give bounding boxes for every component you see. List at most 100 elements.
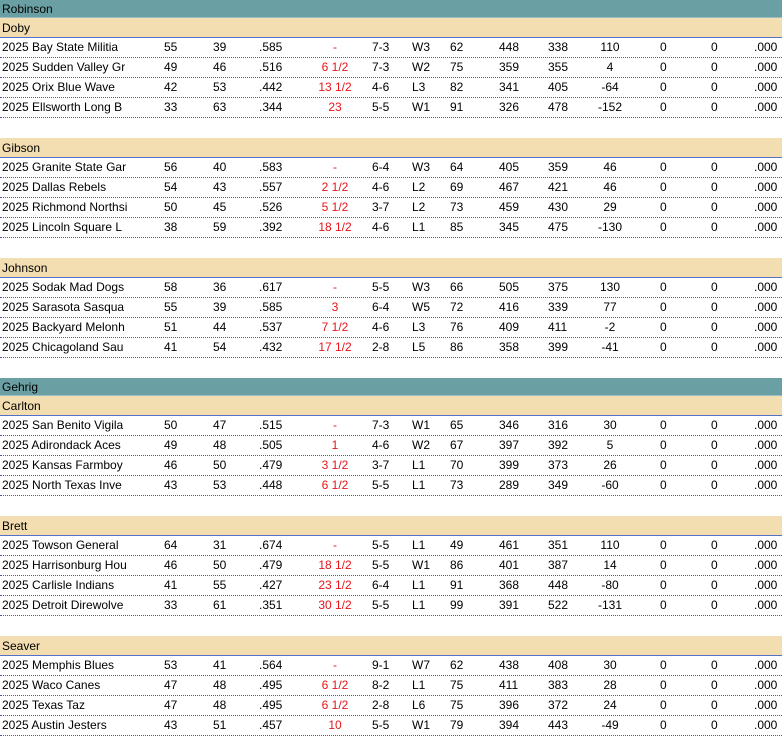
team-name: 2025 Sodak Mad Dogs [2,280,125,294]
stat-col-3: .000 [754,40,778,54]
win-pct: .457 [259,718,283,732]
wins: 33 [164,100,178,114]
team-name: 2025 Dallas Rebels [2,180,107,194]
stat-col-1: 0 [660,698,667,712]
wins: 56 [164,160,178,174]
stat-col-3: .000 [754,698,778,712]
wins: 50 [164,418,178,432]
runs-scored: 391 [499,598,520,612]
stat-col-2: 0 [711,200,718,214]
division-header: Doby [0,18,782,38]
stat-col-3: .000 [754,558,778,572]
stat-col-3: .000 [754,658,778,672]
wins: 46 [164,458,178,472]
stat-col-2: 0 [711,160,718,174]
run-differential: 46 [603,180,617,194]
stat-col-1: 0 [660,40,667,54]
team-name: 2025 Towson General [2,538,119,552]
division-spacer [0,616,782,636]
last-ten: 5-5 [372,478,390,492]
magic-number: 86 [450,340,464,354]
team-row: 2025 Ellsworth Long B 33 63 .344 23 5-5 W1 91 32… [0,98,782,118]
magic-number: 91 [450,578,464,592]
runs-allowed: 372 [548,698,569,712]
runs-scored: 397 [499,438,520,452]
magic-number: 64 [450,160,464,174]
stat-col-1: 0 [660,538,667,552]
games-behind: 7 1/2 [321,320,349,334]
last-ten: 2-8 [372,698,390,712]
magic-number: 65 [450,418,464,432]
wins: 49 [164,60,178,74]
stat-col-2: 0 [711,598,718,612]
division-header: Brett [0,516,782,536]
stat-col-2: 0 [711,280,718,294]
games-behind: 6 1/2 [321,698,349,712]
wins: 42 [164,80,178,94]
runs-scored: 358 [499,340,520,354]
runs-allowed: 392 [548,438,569,452]
runs-scored: 346 [499,418,520,432]
magic-number: 85 [450,220,464,234]
team-name: 2025 Memphis Blues [2,658,115,672]
magic-number: 73 [450,478,464,492]
stat-col-1: 0 [660,478,667,492]
runs-allowed: 405 [548,80,569,94]
wins: 54 [164,180,178,194]
run-differential: 24 [603,698,617,712]
streak: W3 [412,40,430,54]
run-differential: -130 [597,220,623,234]
team-name: 2025 Sudden Valley Gr [2,60,126,74]
stat-col-3: .000 [754,438,778,452]
losses: 43 [213,180,227,194]
runs-allowed: 443 [548,718,569,732]
losses: 51 [213,718,227,732]
games-behind: 5 1/2 [321,200,349,214]
stat-col-2: 0 [711,718,718,732]
win-pct: .392 [259,220,283,234]
team-row: 2025 Dallas Rebels 54 43 .557 2 1/2 4-6 L2 69 46… [0,178,782,198]
team-name: 2025 Lincoln Square L [2,220,123,234]
team-row: 2025 Orix Blue Wave 42 53 .442 13 1/2 4-6 L3 82… [0,78,782,98]
streak: L5 [412,340,426,354]
magic-number: 75 [450,678,464,692]
runs-scored: 405 [499,160,520,174]
games-behind: 6 1/2 [321,478,349,492]
runs-scored: 359 [499,60,520,74]
run-differential: 14 [603,558,617,572]
team-row: 2025 Sarasota Sasqua 55 39 .585 3 6-4 W5 72 416 3… [0,298,782,318]
losses: 40 [213,160,227,174]
last-ten: 4-6 [372,180,390,194]
win-pct: .505 [259,438,283,452]
runs-scored: 459 [499,200,520,214]
magic-number: 66 [450,280,464,294]
games-behind: 30 1/2 [318,598,352,612]
games-behind: 2 1/2 [321,180,349,194]
losses: 53 [213,80,227,94]
streak: L3 [412,80,426,94]
team-name: 2025 Bay State Militia [2,40,119,54]
win-pct: .432 [259,340,283,354]
stat-col-3: .000 [754,280,778,294]
stat-col-2: 0 [711,180,718,194]
magic-number: 49 [450,538,464,552]
run-differential: 28 [603,678,617,692]
team-row: 2025 Backyard Melonh 51 44 .537 7 1/2 4-6 L3 76… [0,318,782,338]
stat-col-2: 0 [711,340,718,354]
stat-col-2: 0 [711,418,718,432]
streak: W5 [412,300,430,314]
stat-col-3: .000 [754,678,778,692]
runs-allowed: 421 [548,180,569,194]
stat-col-1: 0 [660,180,667,194]
win-pct: .674 [259,538,283,552]
stat-col-3: .000 [754,418,778,432]
run-differential: 77 [603,300,617,314]
runs-scored: 289 [499,478,520,492]
runs-allowed: 475 [548,220,569,234]
team-row: 2025 Towson General 64 31 .674 - 5-5 L1 49 461 35… [0,536,782,556]
runs-scored: 341 [499,80,520,94]
streak: W1 [412,558,430,572]
runs-allowed: 448 [548,578,569,592]
runs-scored: 399 [499,458,520,472]
